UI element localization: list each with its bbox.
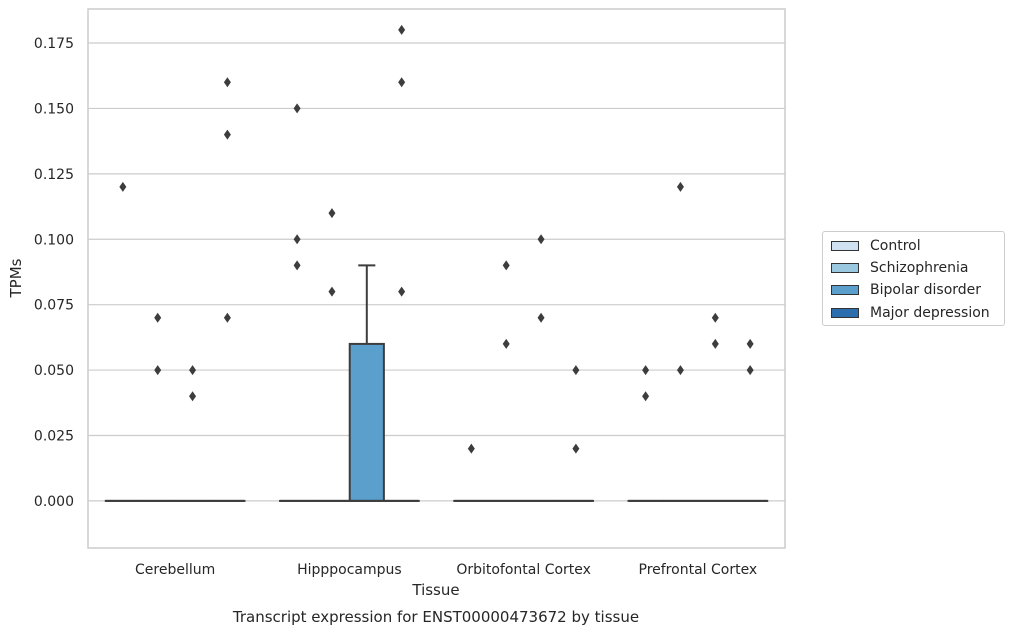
- outlier-point: [328, 286, 336, 297]
- legend-item-bipolar-disorder: Bipolar disorder: [831, 279, 981, 301]
- legend-label: Major depression: [870, 305, 990, 321]
- outlier-point: [676, 181, 684, 192]
- outlier-point: [572, 365, 580, 376]
- outlier-point: [119, 181, 127, 192]
- chart-title: Transcript expression for ENST0000047367…: [232, 608, 639, 626]
- outlier-point: [537, 312, 545, 323]
- outlier-point: [642, 365, 650, 376]
- outlier-point: [328, 208, 336, 219]
- legend-item-control: Control: [831, 235, 921, 257]
- box-bipolar-disorder: [348, 264, 385, 502]
- x-tick-label: Orbitofontal Cortex: [456, 562, 591, 578]
- legend-swatch-schizophrenia: [831, 263, 859, 273]
- y-axis-title: TPMs: [7, 258, 25, 298]
- outlier-point: [642, 391, 650, 402]
- y-tick-label: 0.000: [34, 494, 74, 510]
- grid-lines: [88, 42, 785, 502]
- legend-item-major-depression: Major depression: [831, 302, 990, 324]
- outlier-point: [189, 365, 197, 376]
- outlier-point: [467, 443, 475, 454]
- y-tick-label: 0.075: [34, 298, 74, 314]
- outlier-point: [293, 234, 301, 245]
- legend-swatch-major-depression: [831, 308, 859, 318]
- outlier-point: [711, 338, 719, 349]
- y-tick-label: 0.175: [34, 36, 74, 52]
- outlier-point: [223, 312, 231, 323]
- legend-label: Bipolar disorder: [870, 282, 982, 298]
- x-axis-ticks: Cerebellum Hipppocampus Orbitofontal Corte…: [135, 562, 757, 578]
- outlier-point: [223, 77, 231, 88]
- y-tick-label: 0.050: [34, 363, 74, 379]
- outlier-point: [572, 443, 580, 454]
- boxes: [104, 264, 769, 502]
- outlier-point: [398, 77, 406, 88]
- outlier-point: [711, 312, 719, 323]
- outlier-point: [537, 234, 545, 245]
- legend-swatch-bipolar-disorder: [831, 285, 859, 295]
- y-tick-label: 0.025: [34, 428, 74, 444]
- x-tick-label: Cerebellum: [135, 562, 215, 578]
- outlier-point: [502, 260, 510, 271]
- outlier-point: [398, 24, 406, 35]
- legend-item-schizophrenia: Schizophrenia: [831, 257, 968, 279]
- x-tick-label: Hipppocampus: [297, 562, 402, 578]
- y-tick-label: 0.100: [34, 232, 74, 248]
- plot-area-frame: [87, 8, 786, 549]
- outlier-point: [676, 365, 684, 376]
- legend-swatch-control: [831, 241, 859, 251]
- outlier-point: [154, 365, 162, 376]
- outlier-point: [293, 260, 301, 271]
- outlier-point: [398, 286, 406, 297]
- box-body: [348, 342, 385, 502]
- legend-label: Control: [870, 238, 921, 254]
- outliers: [119, 24, 754, 454]
- outlier-point: [746, 338, 754, 349]
- outlier-point: [502, 338, 510, 349]
- x-axis-title: Tissue: [411, 581, 459, 599]
- outlier-point: [293, 103, 301, 114]
- y-tick-label: 0.125: [34, 167, 74, 183]
- x-tick-label: Prefrontal Cortex: [639, 562, 758, 578]
- outlier-point: [189, 391, 197, 402]
- legend: Control Schizophrenia Bipolar disorder M…: [822, 231, 1005, 326]
- legend-label: Schizophrenia: [870, 260, 969, 276]
- outlier-point: [223, 129, 231, 140]
- y-tick-label: 0.150: [34, 101, 74, 117]
- outlier-point: [746, 365, 754, 376]
- y-axis-ticks: 0.000 0.025 0.050 0.075 0.100 0.125 0.150 0.175: [34, 36, 74, 510]
- outlier-point: [154, 312, 162, 323]
